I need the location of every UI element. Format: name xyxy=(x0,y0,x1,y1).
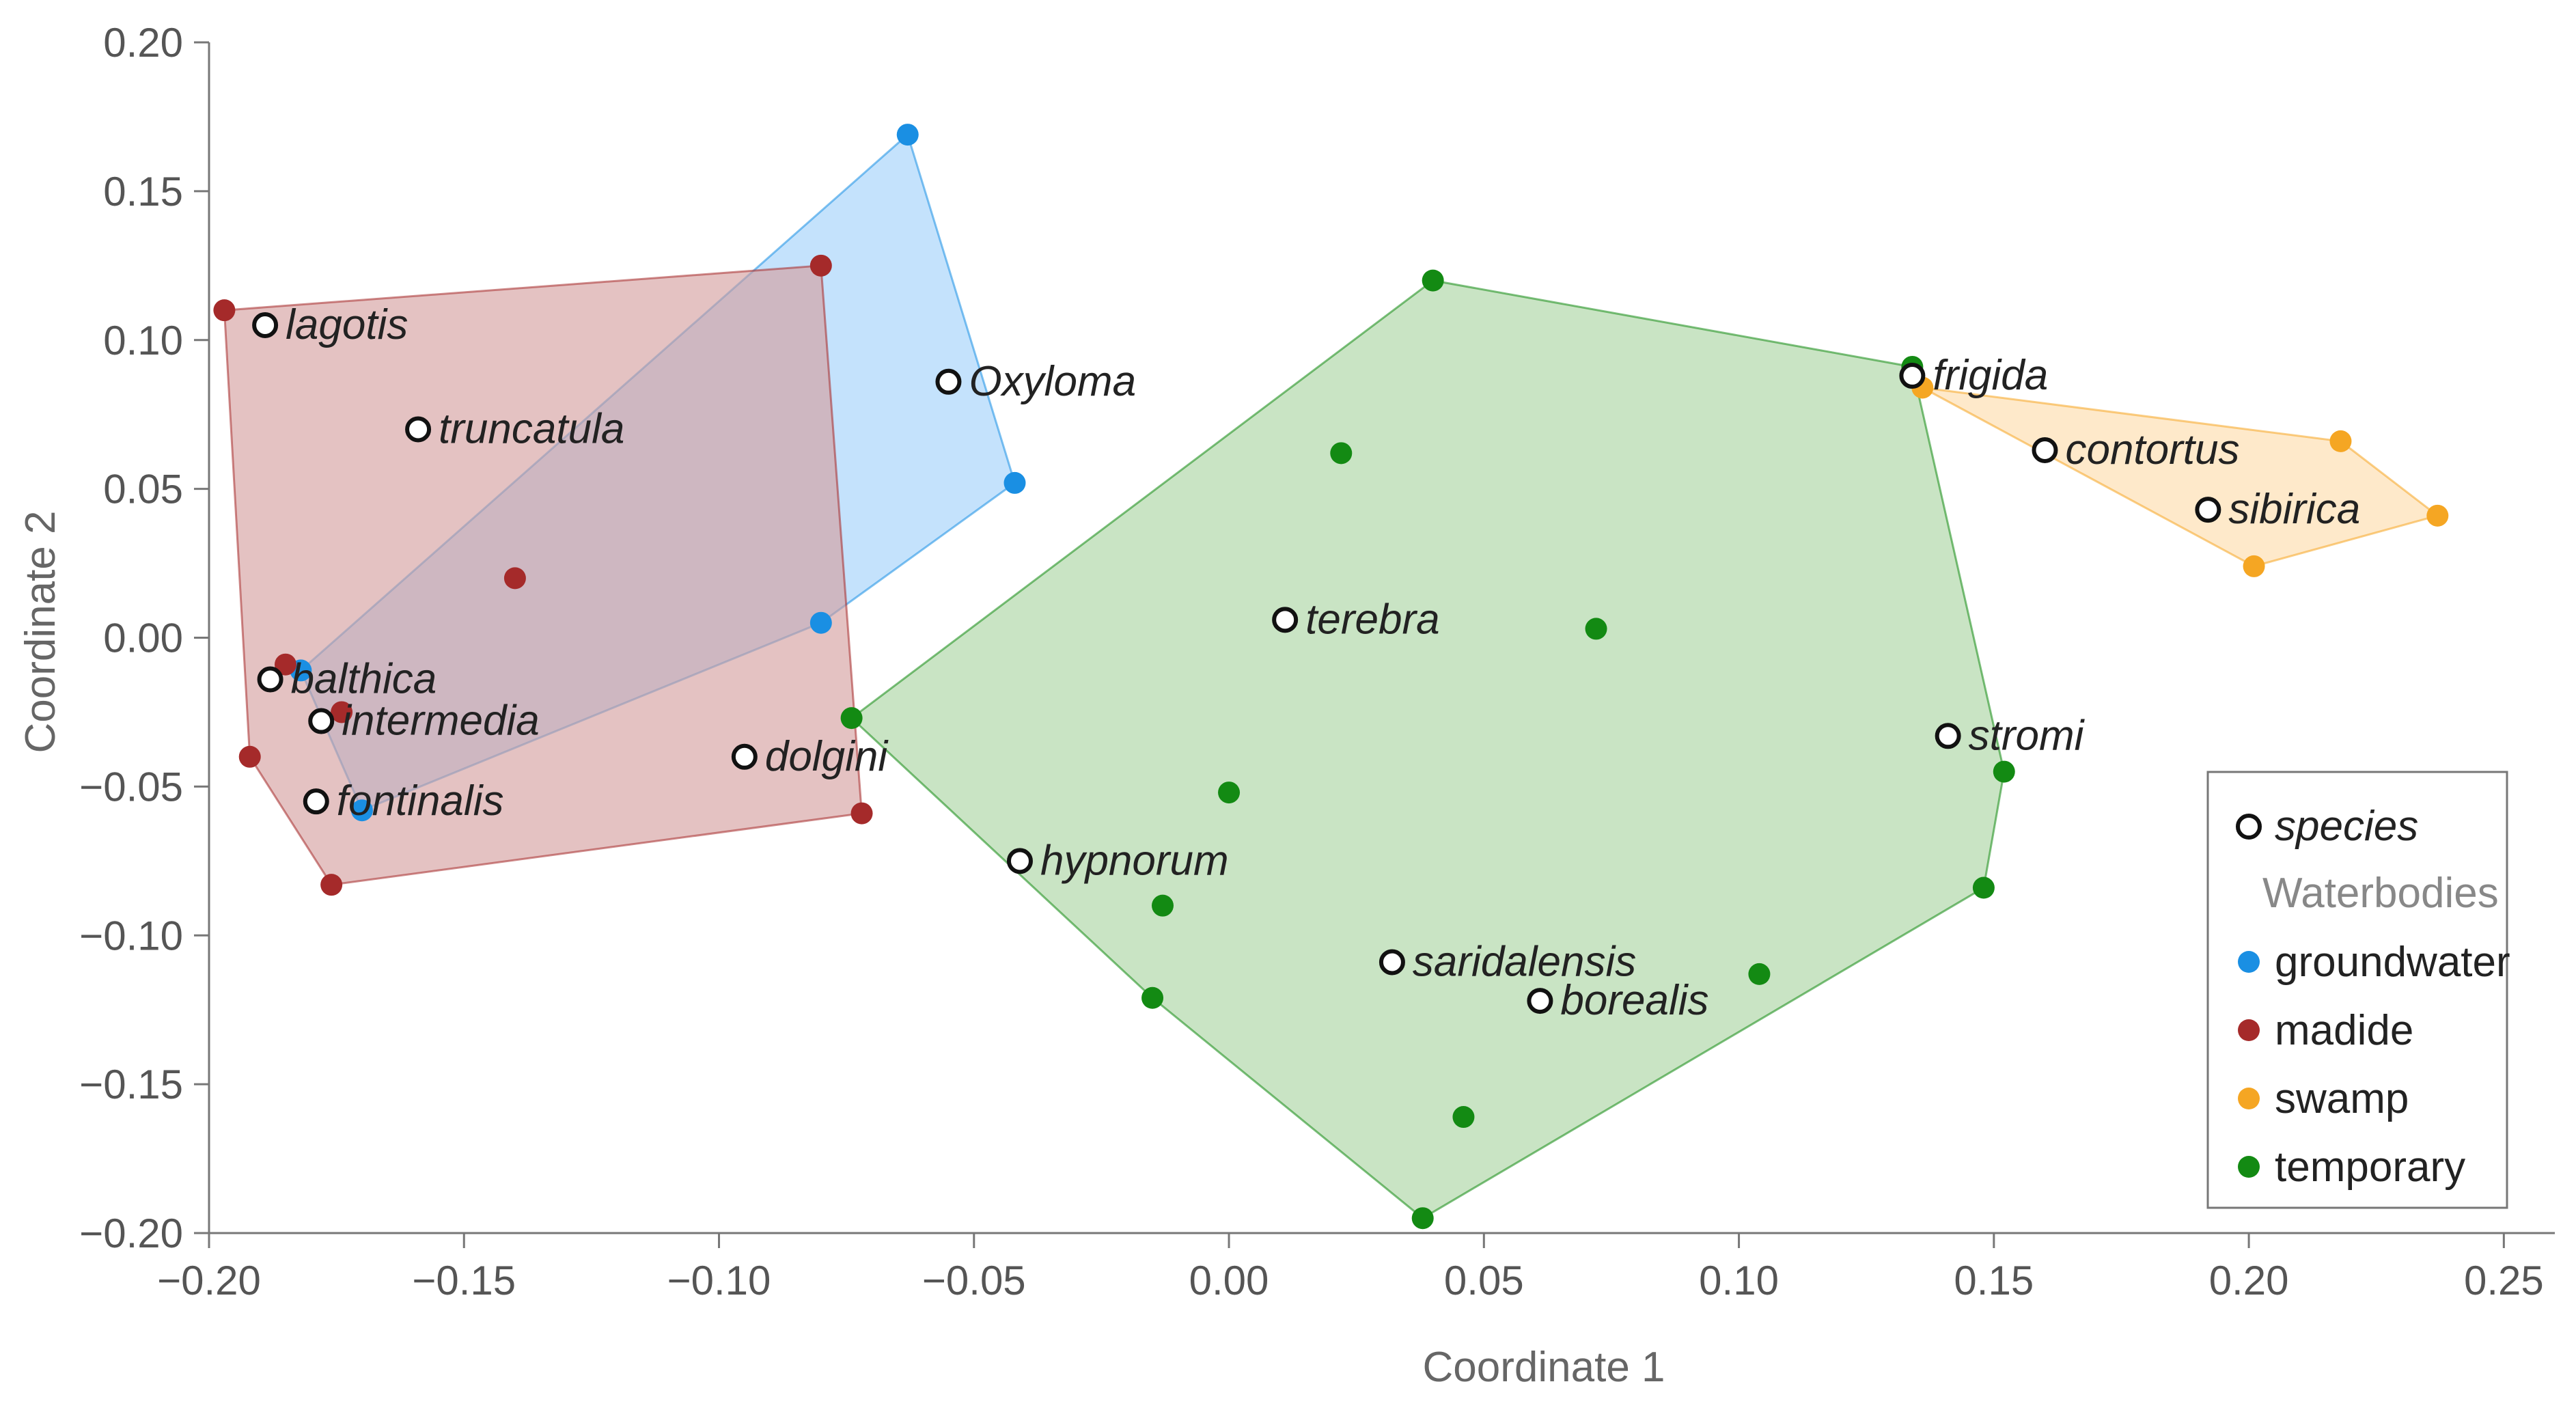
species-marker xyxy=(252,312,279,338)
legend-label-madide: madide xyxy=(2275,1007,2413,1054)
axes: −0.20 −0.15 −0.10 −0.05 0.00 0.05 0.10 0.15 0.20… xyxy=(79,20,2555,1303)
point-temporary xyxy=(1411,1207,1434,1230)
y-tick-label: 0.20 xyxy=(103,20,183,66)
species-label: borealis xyxy=(1560,977,1708,1024)
point-temporary xyxy=(1585,618,1607,640)
y-tick-label: −0.10 xyxy=(79,913,183,958)
x-tick-label: 0.05 xyxy=(1444,1258,1524,1303)
species-label: dolgini xyxy=(765,733,889,780)
legend-label-temporary: temporary xyxy=(2275,1144,2465,1191)
legend-species-label: species xyxy=(2275,803,2418,850)
point-madide xyxy=(213,299,236,322)
point-temporary xyxy=(1330,442,1353,465)
species-marker xyxy=(2032,437,2058,463)
point-temporary xyxy=(1141,986,1164,1009)
point-groundwater xyxy=(350,799,373,822)
legend-box xyxy=(2206,771,2508,1209)
species-marker xyxy=(308,708,335,734)
hull-swamp xyxy=(1922,387,2440,568)
legend-marker-groundwater xyxy=(2238,951,2260,973)
point-madide xyxy=(809,254,832,277)
point-temporary xyxy=(840,707,863,730)
legend-marker-swamp xyxy=(2238,1088,2260,1109)
point-groundwater xyxy=(1003,471,1026,494)
legend-label-swamp: swamp xyxy=(2275,1075,2409,1122)
x-axis-title: Coordinate 1 xyxy=(1422,1344,1665,1391)
y-tick-label: −0.15 xyxy=(79,1062,183,1107)
point-madide xyxy=(503,567,526,590)
x-tick-label: 0.25 xyxy=(2464,1258,2544,1303)
point-temporary xyxy=(1748,963,1771,985)
y-tick-label: 0.10 xyxy=(103,318,183,363)
species-marker xyxy=(257,666,283,693)
point-temporary xyxy=(1993,760,2015,783)
point-temporary xyxy=(1422,269,1444,292)
y-tick-label: 0.15 xyxy=(103,169,183,215)
species-markers: lagotis truncatula Oxyloma balthicaintermed… xyxy=(252,301,2360,1024)
species-label: fontinalis xyxy=(337,777,504,825)
data-points xyxy=(213,124,2449,1230)
legend-marker-madide xyxy=(2238,1019,2260,1041)
point-madide xyxy=(331,701,353,723)
point-groundwater xyxy=(896,124,919,146)
point-temporary xyxy=(1218,782,1241,804)
species-label: stromi xyxy=(1969,712,2086,759)
point-swamp xyxy=(2426,504,2449,527)
species-marker xyxy=(1272,607,1299,633)
legend: species Waterbodies groundwater madide swamp… xyxy=(2206,771,2510,1209)
point-groundwater xyxy=(809,611,832,634)
species-label: contortus xyxy=(2065,426,2239,473)
point-madide xyxy=(320,874,343,896)
species-marker xyxy=(1899,363,1926,389)
species-marker xyxy=(935,368,962,395)
y-tick-label: 0.00 xyxy=(103,616,183,661)
point-temporary xyxy=(1452,1106,1475,1129)
x-tick-label: 0.00 xyxy=(1189,1258,1269,1303)
y-tick-label: −0.20 xyxy=(79,1211,183,1256)
species-label: lagotis xyxy=(286,301,408,348)
point-temporary xyxy=(1972,876,1995,899)
species-label: frigida xyxy=(1933,352,2048,399)
legend-marker-temporary xyxy=(2238,1156,2260,1178)
legend-label-groundwater: groundwater xyxy=(2275,939,2510,986)
hull-madide xyxy=(223,264,863,886)
x-tick-label: −0.15 xyxy=(412,1258,516,1303)
x-tick-label: 0.20 xyxy=(2209,1258,2289,1303)
species-marker xyxy=(2195,497,2221,523)
x-tick-label: −0.20 xyxy=(157,1258,261,1303)
x-tick-label: 0.10 xyxy=(1699,1258,1779,1303)
species-marker xyxy=(1379,949,1405,976)
x-tick-label: −0.10 xyxy=(667,1258,771,1303)
species-marker xyxy=(1935,723,1961,749)
point-temporary xyxy=(1151,894,1174,917)
species-marker xyxy=(405,416,432,443)
hull-temporary xyxy=(850,279,2006,1220)
y-tick-label: −0.05 xyxy=(79,764,183,810)
legend-title: Waterbodies xyxy=(2262,870,2499,917)
species-label: Oxyloma xyxy=(969,358,1136,405)
point-madide xyxy=(238,745,261,768)
species-label: terebra xyxy=(1305,596,1439,643)
species-marker xyxy=(1006,848,1033,874)
point-swamp xyxy=(2329,430,2352,452)
species-label: saridalensis xyxy=(1413,938,1636,985)
point-swamp xyxy=(2243,555,2265,577)
x-tick-label: 0.15 xyxy=(1954,1258,2034,1303)
convex-hulls xyxy=(223,133,2440,1220)
species-label: truncatula xyxy=(439,405,624,452)
legend-species-marker xyxy=(2236,814,2262,840)
y-axis-title: Coordinate 2 xyxy=(17,510,64,753)
species-marker xyxy=(303,788,329,815)
species-label: balthica xyxy=(291,656,437,703)
x-tick-label: −0.05 xyxy=(922,1258,1026,1303)
y-tick-label: 0.05 xyxy=(103,467,183,512)
species-marker xyxy=(731,743,758,770)
species-label: hypnorum xyxy=(1040,837,1229,884)
species-marker xyxy=(1527,988,1553,1014)
species-label: intermedia xyxy=(342,697,539,745)
point-madide xyxy=(274,653,296,676)
point-madide xyxy=(850,802,873,825)
species-label: sibirica xyxy=(2228,486,2360,533)
